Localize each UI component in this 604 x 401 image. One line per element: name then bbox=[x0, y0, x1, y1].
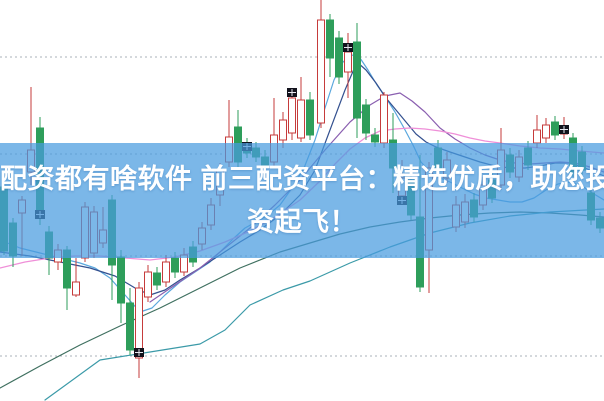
candle-body bbox=[407, 179, 415, 216]
candle-body bbox=[479, 184, 487, 206]
candle-body bbox=[488, 179, 496, 199]
candle-body bbox=[344, 51, 352, 73]
candle-body bbox=[425, 167, 433, 251]
candle-body bbox=[225, 136, 233, 163]
candle-body bbox=[234, 126, 242, 163]
candle bbox=[135, 282, 143, 378]
candle-body bbox=[335, 37, 343, 78]
candle-body bbox=[398, 177, 406, 197]
candle-body bbox=[362, 104, 370, 134]
candle-body bbox=[569, 137, 577, 173]
candle-body bbox=[434, 147, 442, 171]
candle-body bbox=[470, 199, 478, 218]
candle bbox=[90, 206, 98, 258]
candle bbox=[317, 0, 325, 128]
candle-body bbox=[171, 257, 179, 273]
candle-body bbox=[162, 261, 170, 283]
candle-body bbox=[306, 99, 314, 136]
candle-body bbox=[63, 249, 71, 289]
candle bbox=[569, 133, 577, 177]
event-mark-icon bbox=[134, 348, 144, 357]
candle bbox=[542, 118, 550, 143]
candle-body bbox=[252, 147, 260, 158]
candle-body bbox=[126, 302, 134, 351]
candle-body bbox=[54, 249, 62, 263]
candle-body bbox=[452, 204, 460, 228]
candle-body bbox=[353, 41, 361, 119]
candle-body bbox=[18, 199, 26, 214]
candle-body bbox=[515, 156, 523, 178]
candle-body bbox=[0, 186, 8, 252]
candle bbox=[380, 92, 388, 148]
candle-body bbox=[389, 139, 397, 169]
candle-body bbox=[317, 19, 325, 124]
candle-body bbox=[36, 127, 44, 216]
candle-body bbox=[153, 272, 161, 286]
candle bbox=[72, 258, 80, 297]
event-mark-icon bbox=[287, 88, 297, 97]
candle-body bbox=[506, 154, 514, 173]
candle bbox=[36, 117, 44, 225]
event-mark-icon bbox=[242, 142, 252, 151]
event-mark-icon bbox=[343, 43, 353, 52]
candle-body bbox=[596, 217, 604, 229]
candle-body bbox=[587, 192, 595, 221]
candle-body bbox=[279, 119, 287, 141]
candle bbox=[335, 31, 343, 84]
candle bbox=[551, 116, 559, 140]
candle-body bbox=[72, 281, 80, 296]
candle bbox=[362, 99, 370, 140]
event-mark-icon bbox=[397, 196, 407, 205]
candle-body bbox=[135, 287, 143, 359]
candle-body bbox=[297, 99, 305, 139]
candle-body bbox=[81, 206, 89, 259]
candle-body bbox=[416, 216, 424, 288]
candle-body bbox=[443, 159, 451, 179]
candle-body bbox=[189, 246, 197, 263]
candle-body bbox=[326, 19, 334, 59]
candle-body bbox=[578, 151, 586, 171]
candle bbox=[81, 202, 89, 262]
candle-body bbox=[180, 254, 188, 273]
candle-body bbox=[9, 222, 17, 257]
event-mark-icon bbox=[559, 125, 569, 134]
candle-body bbox=[371, 134, 379, 143]
candle-body bbox=[90, 211, 98, 254]
candle bbox=[0, 182, 8, 255]
candle-body bbox=[551, 121, 559, 136]
candle-body bbox=[216, 169, 224, 196]
candle bbox=[353, 23, 361, 138]
candle-body bbox=[524, 147, 532, 166]
candle-body bbox=[99, 229, 107, 244]
candle-body bbox=[497, 149, 505, 186]
candle-body bbox=[461, 201, 469, 223]
candle-body bbox=[207, 204, 215, 226]
candle-body bbox=[45, 231, 53, 259]
candle-body bbox=[261, 156, 269, 168]
candle-body bbox=[533, 129, 541, 144]
candle-body bbox=[542, 124, 550, 139]
candle bbox=[144, 265, 152, 302]
candle-body bbox=[380, 94, 388, 144]
candle-body bbox=[117, 256, 125, 304]
candle bbox=[153, 267, 161, 290]
candle-body bbox=[27, 149, 35, 173]
candle bbox=[306, 92, 314, 140]
candle-body bbox=[144, 271, 152, 298]
candle-body bbox=[270, 134, 278, 163]
candle bbox=[297, 77, 305, 142]
candle-body bbox=[108, 199, 116, 266]
candle bbox=[126, 288, 134, 355]
event-mark-icon bbox=[35, 210, 45, 219]
candle-body bbox=[198, 227, 206, 245]
candle-body bbox=[288, 97, 296, 134]
candle bbox=[326, 14, 334, 77]
